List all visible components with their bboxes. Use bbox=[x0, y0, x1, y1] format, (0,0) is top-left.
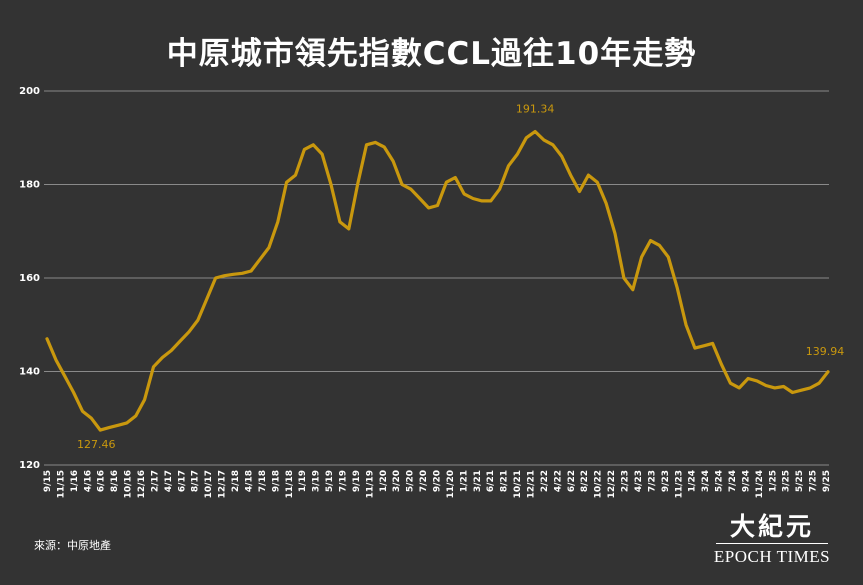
logo-divider bbox=[716, 543, 828, 544]
x-tick-label: 7/18 bbox=[258, 470, 268, 492]
x-tick-label: 11/19 bbox=[365, 470, 375, 498]
x-tick-label: 11/23 bbox=[674, 470, 684, 498]
x-tick-label: 7/25 bbox=[809, 470, 819, 492]
x-tick-label: 8/17 bbox=[191, 470, 201, 492]
x-tick-label: 2/22 bbox=[540, 470, 550, 492]
x-tick-label: 12/16 bbox=[137, 470, 147, 498]
x-tick-label: 4/18 bbox=[244, 470, 254, 492]
x-tick-label: 3/25 bbox=[782, 470, 792, 492]
series-layer bbox=[45, 129, 830, 432]
x-tick-label: 8/22 bbox=[580, 470, 590, 492]
x-tick-label: 8/21 bbox=[500, 470, 510, 492]
x-tick-label: 7/20 bbox=[419, 470, 429, 492]
x-tick-label: 4/17 bbox=[164, 470, 174, 492]
x-tick-label: 9/20 bbox=[433, 470, 443, 492]
x-tick-label: 7/24 bbox=[728, 470, 738, 492]
x-tick-label: 1/19 bbox=[298, 470, 308, 492]
x-tick-label: 5/20 bbox=[406, 470, 416, 492]
x-tick-label: 9/18 bbox=[271, 470, 281, 492]
logo-english-text: EPOCH TIMES bbox=[713, 547, 831, 566]
chart-title: 中原城市領先指數CCL過往10年走勢 bbox=[166, 36, 697, 72]
x-tick-label: 1/24 bbox=[688, 470, 698, 492]
x-tick-label: 7/23 bbox=[647, 470, 657, 492]
logo-chinese-text: 大紀元 bbox=[729, 512, 814, 541]
data-label: 191.34 bbox=[516, 102, 555, 115]
x-tick-label: 2/18 bbox=[231, 470, 241, 492]
x-tick-label: 5/25 bbox=[795, 470, 805, 492]
x-tick-label: 6/17 bbox=[177, 470, 187, 492]
x-tick-label: 5/19 bbox=[325, 470, 335, 492]
x-tick-label: 11/18 bbox=[285, 470, 295, 498]
x-tick-label: 7/19 bbox=[338, 470, 348, 492]
x-tick-label: 1/25 bbox=[768, 470, 778, 492]
x-tick-label: 10/17 bbox=[204, 470, 214, 498]
source-note: 來源：中原地產 bbox=[34, 539, 111, 552]
x-tick-label: 6/22 bbox=[567, 470, 577, 492]
x-tick-label: 3/20 bbox=[392, 470, 402, 492]
data-label: 127.46 bbox=[77, 438, 116, 451]
y-axis-tick-labels: 120 140 160 180 200 bbox=[19, 86, 40, 471]
x-tick-label: 1/16 bbox=[70, 470, 80, 492]
x-tick-label: 12/17 bbox=[218, 470, 228, 498]
x-tick-label: 10/16 bbox=[124, 470, 134, 498]
x-tick-label: 10/21 bbox=[513, 470, 523, 498]
y-tick-label: 160 bbox=[19, 273, 40, 284]
y-tick-label: 120 bbox=[19, 460, 40, 471]
y-tick-label: 200 bbox=[19, 86, 40, 97]
x-tick-label: 11/20 bbox=[446, 470, 456, 498]
x-tick-label: 9/19 bbox=[352, 470, 362, 492]
x-tick-label: 9/15 bbox=[43, 470, 53, 492]
x-axis-tick-labels: 9/15 11/15 1/16 4/16 6/16 8/16 10/16 12/16 2/17 4… bbox=[43, 470, 832, 498]
y-tick-label: 140 bbox=[19, 367, 40, 378]
x-tick-label: 11/24 bbox=[755, 470, 765, 498]
y-tick-label: 180 bbox=[19, 180, 40, 191]
x-tick-label: 3/21 bbox=[473, 470, 483, 492]
annotation-layer: 191.34 127.46 139.94 bbox=[77, 102, 844, 451]
x-tick-label: 1/20 bbox=[379, 470, 389, 492]
x-tick-label: 4/23 bbox=[634, 470, 644, 492]
x-tick-label: 12/22 bbox=[607, 470, 617, 498]
x-tick-label: 3/24 bbox=[701, 470, 711, 492]
series-line bbox=[45, 129, 830, 432]
x-tick-label: 4/16 bbox=[83, 470, 93, 492]
x-tick-label: 10/22 bbox=[594, 470, 604, 498]
x-tick-label: 2/23 bbox=[621, 470, 631, 492]
x-tick-label: 12/21 bbox=[527, 470, 537, 498]
x-tick-label: 9/23 bbox=[661, 470, 671, 492]
x-tick-label: 6/21 bbox=[486, 470, 496, 492]
gridlines bbox=[44, 90, 829, 466]
x-tick-label: 4/22 bbox=[553, 470, 563, 492]
x-tick-label: 5/24 bbox=[715, 470, 725, 492]
x-tick-label: 3/19 bbox=[312, 470, 322, 492]
epoch-times-logo: 大紀元 EPOCH TIMES bbox=[712, 512, 832, 576]
x-tick-label: 11/15 bbox=[56, 470, 66, 498]
data-label: 139.94 bbox=[806, 345, 845, 358]
x-tick-label: 1/21 bbox=[459, 470, 469, 492]
x-tick-label: 2/17 bbox=[150, 470, 160, 492]
x-tick-label: 9/25 bbox=[822, 470, 832, 492]
x-tick-label: 9/24 bbox=[741, 470, 751, 492]
x-tick-label: 8/16 bbox=[110, 470, 120, 492]
x-tick-label: 6/16 bbox=[97, 470, 107, 492]
